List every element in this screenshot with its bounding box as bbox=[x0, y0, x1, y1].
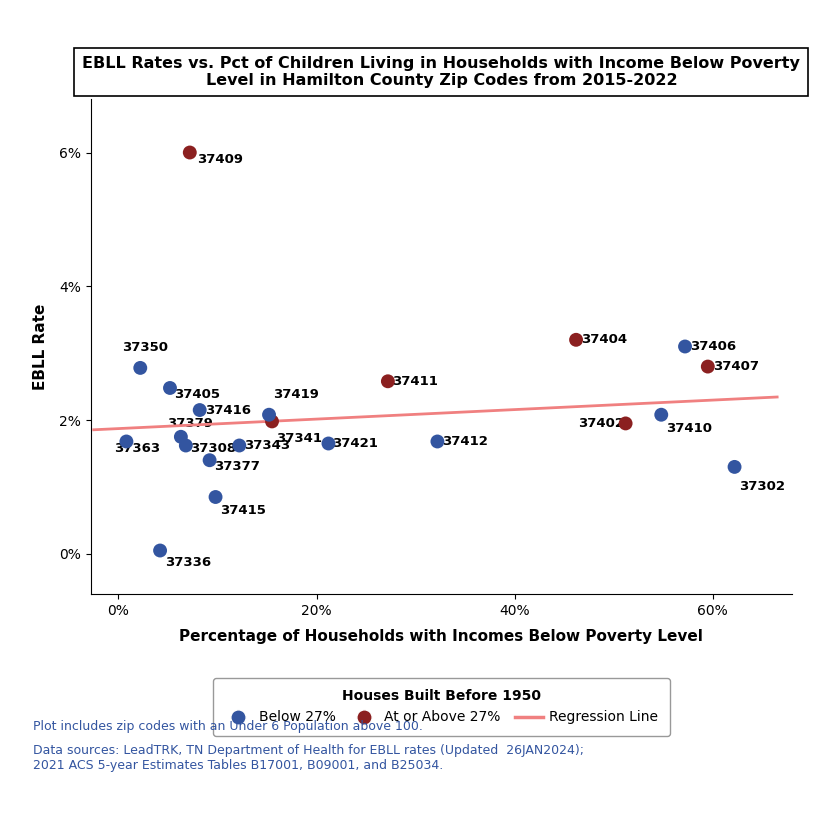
Text: Plot includes zip codes with an Under 6 Population above 100.: Plot includes zip codes with an Under 6 … bbox=[33, 720, 423, 733]
Text: 37343: 37343 bbox=[244, 439, 290, 452]
Point bbox=[266, 415, 279, 428]
Y-axis label: EBLL Rate: EBLL Rate bbox=[33, 304, 48, 389]
Text: 37341: 37341 bbox=[276, 431, 322, 445]
Text: 37379: 37379 bbox=[167, 417, 213, 430]
Point bbox=[619, 417, 632, 430]
Text: 37410: 37410 bbox=[667, 422, 712, 435]
Point bbox=[134, 361, 147, 375]
Text: 37302: 37302 bbox=[739, 480, 785, 493]
Text: 37409: 37409 bbox=[196, 153, 243, 166]
Text: 37363: 37363 bbox=[115, 441, 161, 455]
Text: 37336: 37336 bbox=[165, 556, 211, 569]
Point bbox=[431, 435, 444, 448]
Text: 37407: 37407 bbox=[713, 360, 759, 373]
Text: 37405: 37405 bbox=[174, 388, 220, 401]
Text: 37402: 37402 bbox=[578, 417, 624, 430]
Text: 37416: 37416 bbox=[205, 403, 251, 417]
Point bbox=[569, 333, 582, 346]
Text: 37412: 37412 bbox=[442, 435, 488, 448]
Point bbox=[655, 408, 668, 422]
Point bbox=[163, 381, 177, 394]
Point bbox=[179, 439, 192, 452]
Point bbox=[183, 146, 196, 159]
Point bbox=[701, 360, 714, 373]
Point bbox=[209, 490, 222, 503]
Text: 37411: 37411 bbox=[392, 375, 438, 388]
Text: 37406: 37406 bbox=[690, 340, 736, 353]
Point bbox=[678, 340, 691, 353]
Point bbox=[728, 460, 741, 474]
Point bbox=[233, 439, 246, 452]
Text: 37421: 37421 bbox=[332, 437, 379, 450]
Legend: Below 27%, At or Above 27%, Regression Line: Below 27%, At or Above 27%, Regression L… bbox=[213, 678, 670, 736]
Text: 37419: 37419 bbox=[273, 388, 319, 401]
Point bbox=[174, 430, 187, 443]
Text: 37350: 37350 bbox=[122, 342, 168, 355]
Point bbox=[381, 375, 394, 388]
Text: 37308: 37308 bbox=[190, 442, 236, 455]
Text: 37404: 37404 bbox=[581, 333, 627, 346]
Title: EBLL Rates vs. Pct of Children Living in Households with Income Below Poverty
Le: EBLL Rates vs. Pct of Children Living in… bbox=[82, 56, 800, 88]
X-axis label: Percentage of Households with Incomes Below Poverty Level: Percentage of Households with Incomes Be… bbox=[180, 629, 703, 644]
Text: 37415: 37415 bbox=[220, 504, 266, 517]
Point bbox=[262, 408, 276, 422]
Point bbox=[153, 544, 167, 557]
Point bbox=[203, 454, 216, 467]
Text: Data sources: LeadTRK, TN Department of Health for EBLL rates (Updated  26JAN202: Data sources: LeadTRK, TN Department of … bbox=[33, 744, 584, 772]
Point bbox=[193, 403, 206, 417]
Point bbox=[120, 435, 133, 448]
Text: 37377: 37377 bbox=[214, 460, 261, 474]
Point bbox=[322, 437, 335, 450]
